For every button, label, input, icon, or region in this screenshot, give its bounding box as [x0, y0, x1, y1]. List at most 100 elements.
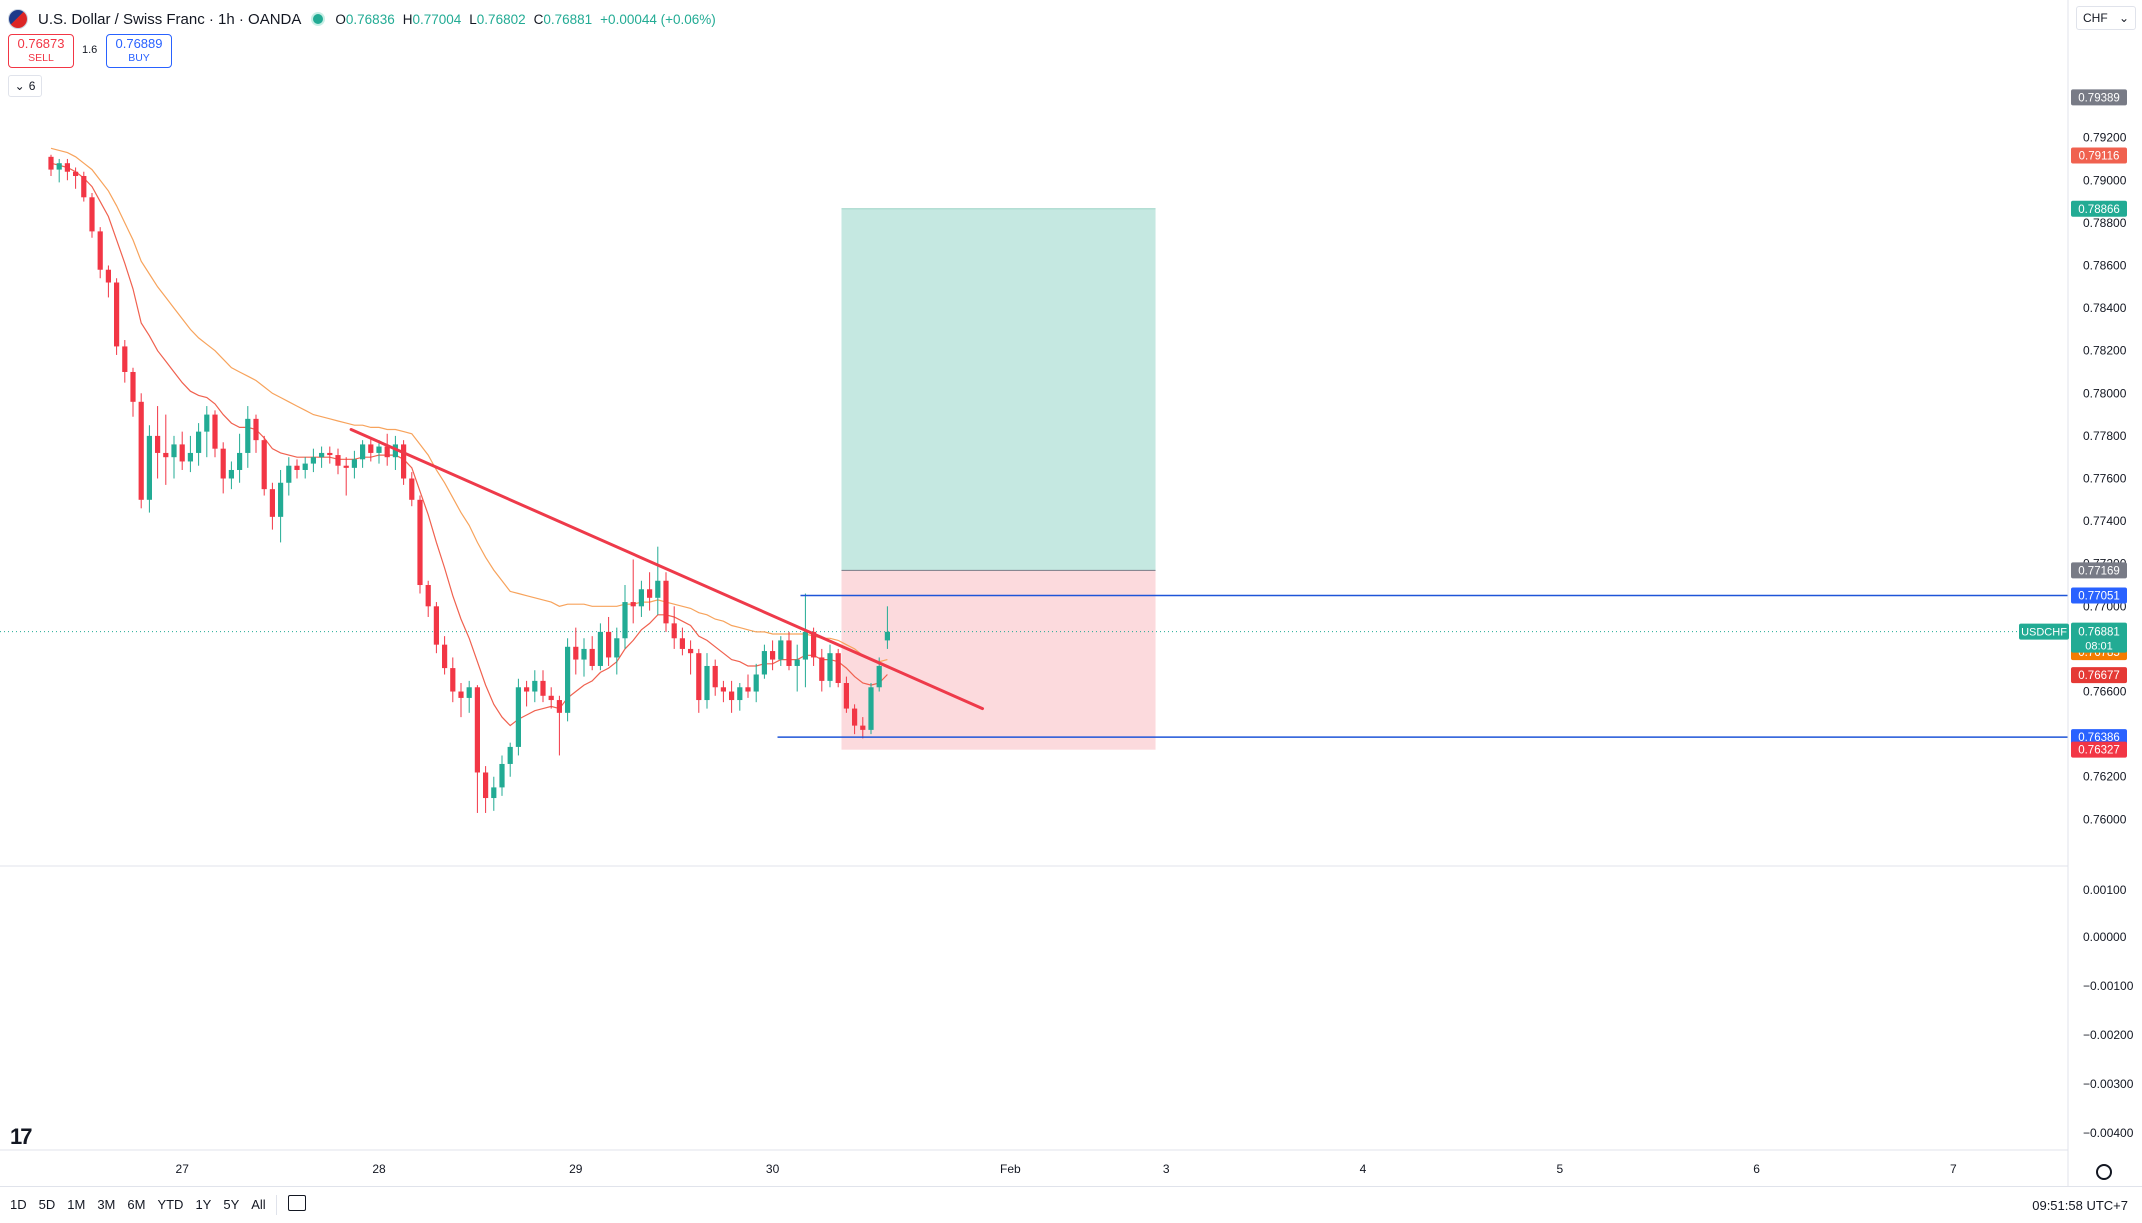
price-tick-label: 0.78200: [2083, 344, 2127, 358]
candle-body: [48, 156, 54, 170]
sell-label: SELL: [28, 52, 54, 64]
price-tag: 0.76386: [2071, 729, 2127, 746]
candle-body: [688, 648, 694, 654]
candle-body: [786, 640, 792, 666]
candle-body: [696, 653, 702, 701]
candle: [278, 469, 284, 543]
range-1y[interactable]: 1Y: [195, 1197, 212, 1212]
time-tick-label: 30: [766, 1162, 780, 1176]
clock-readout[interactable]: 09:51:58 UTC+7: [2032, 1198, 2128, 1213]
candle: [753, 663, 759, 703]
price-tag-bg: [2071, 200, 2127, 217]
candle-body: [819, 657, 825, 681]
divider: [276, 1195, 277, 1215]
candle-body: [638, 589, 644, 607]
candle-body: [647, 589, 653, 598]
candle: [56, 158, 62, 183]
candle: [507, 742, 513, 777]
price-tag-text: 0.77169: [2078, 565, 2120, 577]
indicator-toggle[interactable]: ⌄ 6: [8, 75, 42, 97]
candle: [794, 644, 800, 692]
candle: [729, 680, 735, 713]
candle: [237, 433, 243, 483]
candle-body: [450, 668, 456, 692]
candle: [483, 766, 489, 813]
last-price-value: 0.76881: [2078, 627, 2120, 639]
candle-body: [73, 171, 79, 176]
candle: [466, 680, 472, 713]
candle-body: [499, 763, 505, 788]
candle-body: [171, 444, 177, 458]
candle: [532, 670, 538, 703]
candle-body: [491, 787, 497, 799]
candle: [351, 450, 357, 479]
candle-body: [868, 687, 874, 730]
ema-slow-line: [50, 147, 888, 663]
range-1d[interactable]: 1D: [10, 1197, 27, 1212]
candle-body: [384, 446, 390, 458]
time-tick-label: 7: [1950, 1162, 1957, 1176]
candle-body: [540, 680, 546, 696]
range-ytd[interactable]: YTD: [157, 1197, 184, 1212]
candle-body: [556, 700, 562, 713]
time-tick-label: 6: [1753, 1162, 1760, 1176]
range-1m[interactable]: 1M: [67, 1197, 86, 1212]
range-5d[interactable]: 5D: [38, 1197, 56, 1212]
sell-button[interactable]: 0.76873 SELL: [8, 34, 74, 68]
candle-body: [220, 448, 226, 479]
candle: [622, 585, 628, 649]
currency-button[interactable]: CHF ⌄: [2076, 6, 2136, 30]
price-tag-bg: [2071, 147, 2127, 164]
candle-body: [376, 446, 382, 453]
range-5y[interactable]: 5Y: [223, 1197, 240, 1212]
candle: [827, 644, 833, 688]
ohlc-change: +0.00044 (+0.06%): [600, 11, 716, 27]
range-all[interactable]: All: [251, 1197, 266, 1212]
candle-body: [56, 163, 62, 170]
range-6m[interactable]: 6M: [127, 1197, 146, 1212]
candle: [114, 278, 120, 355]
candle-body: [261, 440, 267, 490]
candle: [720, 680, 726, 703]
candle: [712, 659, 718, 696]
candle-body: [835, 653, 841, 684]
candle: [138, 393, 144, 509]
price-tag-bg: [2071, 741, 2127, 758]
candle: [835, 648, 841, 688]
candle: [155, 406, 161, 479]
candle: [97, 227, 103, 279]
candle-body: [565, 646, 571, 713]
candle-body: [81, 175, 87, 198]
candle-body: [286, 465, 292, 483]
candle: [606, 616, 612, 666]
candle: [655, 546, 661, 615]
buy-button[interactable]: 0.76889 BUY: [106, 34, 172, 68]
candle-body: [524, 687, 530, 692]
candle-body: [720, 687, 726, 692]
candle: [442, 636, 448, 675]
price-tag: 0.77051: [2071, 587, 2127, 604]
candle-body: [417, 499, 423, 586]
time-tick-label: Feb: [1000, 1162, 1021, 1176]
bottom-toolbar: 1D 5D 1M 3M 6M YTD 1Y 5Y All 09:51:58 UT…: [0, 1186, 2142, 1223]
last-price-bg: [2071, 622, 2127, 653]
candle: [770, 640, 776, 671]
candle-body: [212, 414, 218, 449]
price-tag-text: 0.79116: [2079, 151, 2120, 163]
candle: [778, 636, 784, 666]
candle-body: [876, 665, 882, 688]
stop-zone: [841, 570, 1156, 750]
symbol-title[interactable]: U.S. Dollar / Swiss Franc · 1h · OANDA: [38, 10, 302, 28]
calendar-icon[interactable]: [288, 1195, 306, 1211]
candle: [499, 755, 505, 796]
time-range-list: 1D 5D 1M 3M 6M YTD 1Y 5Y All: [10, 1197, 266, 1212]
candle-body: [770, 651, 776, 660]
candle: [368, 438, 374, 462]
range-3m[interactable]: 3M: [97, 1197, 116, 1212]
time-tick-label: 3: [1163, 1162, 1170, 1176]
indicator-tick-label: −0.00400: [2083, 1126, 2134, 1140]
candle: [392, 435, 398, 470]
gear-icon[interactable]: [2096, 1164, 2112, 1180]
price-tag-text: 0.76386: [2078, 732, 2120, 744]
